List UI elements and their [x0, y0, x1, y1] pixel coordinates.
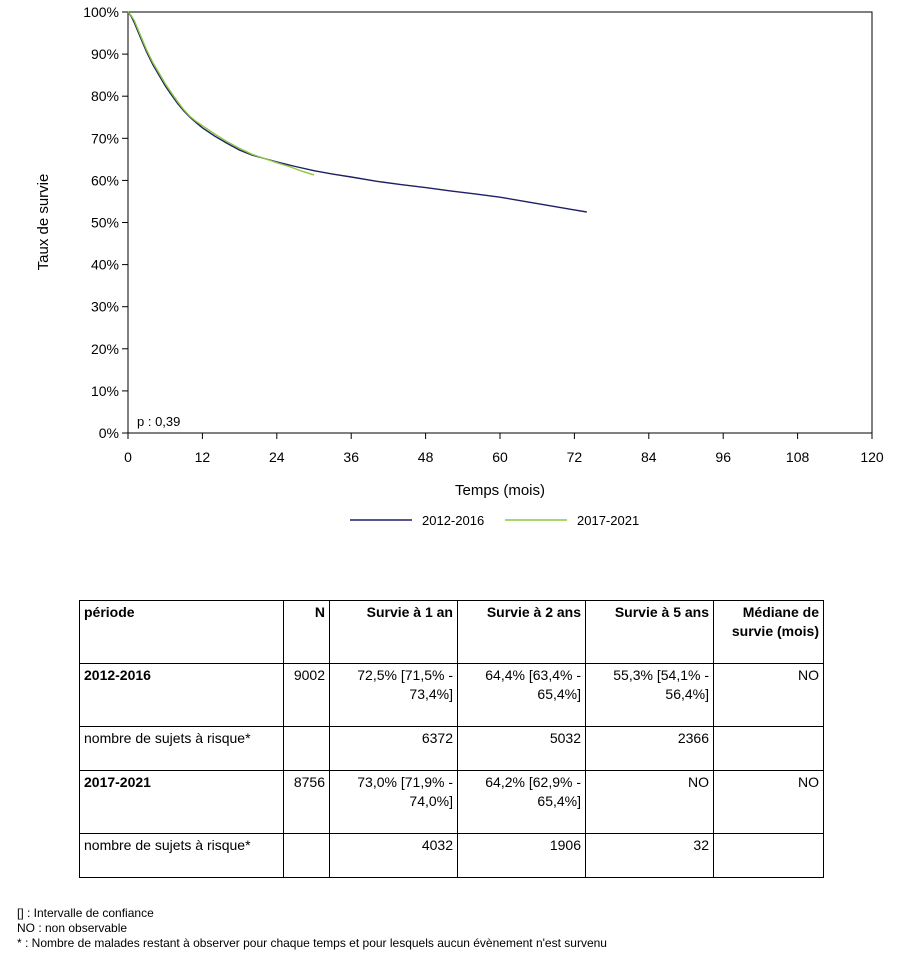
table-cell: 1906: [457, 833, 586, 878]
survival-chart: 0% 10% 20% 30% 40% 50% 60% 70% 80% 90% 100% 0 12 24 3…: [35, 4, 884, 528]
table-cell: 2017-2021: [79, 770, 284, 834]
p-value-annotation: p : 0,39: [137, 414, 180, 429]
table-cell: 2366: [585, 726, 714, 771]
table-cell: 55,3% [54,1% - 56,4%]: [585, 663, 714, 727]
table-row: nombre de sujets à risque* 4032 1906 32: [79, 833, 824, 878]
x-tick-label: 96: [715, 449, 731, 465]
table-cell: 4032: [329, 833, 458, 878]
legend: 2012-2016 2017-2021: [350, 513, 639, 528]
series-layer: [127, 11, 587, 213]
header-periode: période: [79, 600, 284, 664]
x-tick-label: 12: [195, 449, 211, 465]
y-tick-label: 40%: [91, 257, 119, 273]
y-tick-label: 30%: [91, 299, 119, 315]
table-cell: nombre de sujets à risque*: [79, 833, 284, 878]
x-tick-label: 48: [418, 449, 434, 465]
table-cell: 32: [585, 833, 714, 878]
table-cell: NO: [713, 770, 824, 834]
y-axis: 0% 10% 20% 30% 40% 50% 60% 70% 80% 90% 100%: [83, 4, 128, 441]
footnote: * : Nombre de malades restant à observer…: [17, 936, 607, 950]
table-cell: 72,5% [71,5% - 73,4%]: [329, 663, 458, 727]
plot-frame: [127, 11, 873, 434]
survival-table: période N Survie à 1 an Survie à 2 ans S…: [79, 600, 824, 878]
legend-label: 2017-2021: [577, 513, 639, 528]
table-cell: [283, 726, 330, 771]
y-tick-label: 60%: [91, 172, 119, 188]
table-row: 2017-2021 8756 73,0% [71,9% - 74,0%] 64,…: [79, 770, 824, 834]
x-axis: 0 12 24 36 48 60 72 84 96 108 120: [124, 433, 884, 465]
x-axis-label: Temps (mois): [455, 482, 545, 499]
x-tick-label: 36: [343, 449, 359, 465]
x-tick-label: 108: [786, 449, 810, 465]
footnote: [] : Intervalle de confiance: [17, 906, 154, 920]
x-tick-label: 0: [124, 449, 132, 465]
legend-label: 2012-2016: [422, 513, 484, 528]
x-tick-label: 84: [641, 449, 657, 465]
header-survie-2ans: Survie à 2 ans: [457, 600, 586, 664]
table-row: nombre de sujets à risque* 6372 5032 236…: [79, 726, 824, 771]
table-cell: [713, 833, 824, 878]
table-cell: 64,4% [63,4% - 65,4%]: [457, 663, 586, 727]
table-row: 2012-2016 9002 72,5% [71,5% - 73,4%] 64,…: [79, 663, 824, 727]
y-tick-label: 80%: [91, 88, 119, 104]
table-cell: 5032: [457, 726, 586, 771]
x-tick-label: 120: [860, 449, 884, 465]
footnote: NO : non observable: [17, 921, 128, 935]
y-tick-label: 50%: [91, 215, 119, 231]
table-header-row: période N Survie à 1 an Survie à 2 ans S…: [79, 600, 824, 664]
y-axis-label: Taux de survie: [35, 174, 52, 271]
y-tick-label: 20%: [91, 341, 119, 357]
table-cell: 9002: [283, 663, 330, 727]
x-tick-label: 60: [492, 449, 508, 465]
y-tick-label: 70%: [91, 130, 119, 146]
x-tick-label: 24: [269, 449, 285, 465]
table-cell: NO: [713, 663, 824, 727]
table-cell: nombre de sujets à risque*: [79, 726, 284, 771]
footnotes: [] : Intervalle de confiance NO : non ob…: [17, 906, 607, 951]
table-cell: 2012-2016: [79, 663, 284, 727]
x-tick-label: 72: [567, 449, 583, 465]
series-line-2017-2021: [127, 11, 315, 176]
table-cell: 73,0% [71,9% - 74,0%]: [329, 770, 458, 834]
table-cell: 64,2% [62,9% - 65,4%]: [457, 770, 586, 834]
table-cell: 6372: [329, 726, 458, 771]
y-tick-label: 10%: [91, 383, 119, 399]
header-mediane: Médiane de survie (mois): [713, 600, 824, 664]
header-n: N: [283, 600, 330, 664]
series-line-2012-2016: [127, 11, 587, 213]
table-cell: 8756: [283, 770, 330, 834]
y-tick-label: 0%: [99, 425, 119, 441]
y-tick-label: 90%: [91, 46, 119, 62]
y-tick-label: 100%: [83, 4, 119, 20]
table-cell: NO: [585, 770, 714, 834]
table-cell: [283, 833, 330, 878]
header-survie-1an: Survie à 1 an: [329, 600, 458, 664]
header-survie-5ans: Survie à 5 ans: [585, 600, 714, 664]
table-cell: [713, 726, 824, 771]
